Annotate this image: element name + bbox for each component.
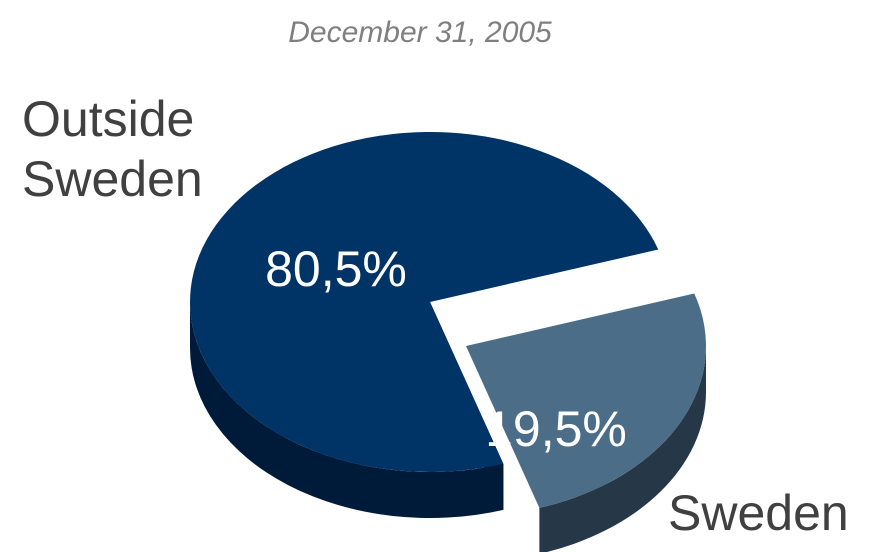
slice-side-sweden xyxy=(539,346,706,552)
category-label-outside-sweden: Outside Sweden xyxy=(22,91,208,207)
slice-sweden xyxy=(466,293,707,508)
slice-side-outside-sweden xyxy=(190,302,504,518)
slice-outside-sweden xyxy=(189,131,659,472)
category-label-sweden: Sweden xyxy=(668,485,849,541)
value-label-sweden: 19,5% xyxy=(485,401,627,457)
chart-subtitle: December 31, 2005 xyxy=(288,16,552,49)
pie-slices xyxy=(189,131,707,508)
value-label-outside-sweden: 80,5% xyxy=(265,241,407,297)
